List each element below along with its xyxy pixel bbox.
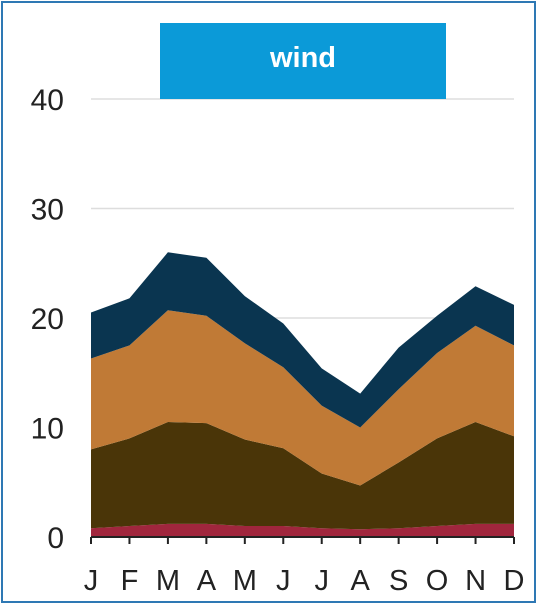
- y-tick-label: 40: [31, 84, 64, 117]
- y-tick-label: 20: [31, 303, 64, 336]
- x-tick-label: D: [504, 565, 525, 597]
- x-tick-label: S: [389, 565, 408, 597]
- title-bar: [160, 23, 446, 99]
- y-tick-label: 0: [47, 522, 64, 555]
- x-tick-label: A: [351, 565, 371, 597]
- x-tick-label: J: [84, 565, 99, 597]
- area-series-1: [91, 523, 514, 537]
- area-series-2: [91, 422, 514, 530]
- x-tick-label: M: [233, 565, 257, 597]
- x-tick-label: N: [465, 565, 486, 597]
- x-tick-label: M: [156, 565, 180, 597]
- chart-title: wind: [269, 42, 336, 74]
- x-axis: [90, 536, 515, 544]
- y-tick-labels: 0 10 20 30 40: [31, 84, 64, 555]
- y-tick-label: 30: [31, 194, 64, 227]
- x-tick-label: A: [197, 565, 217, 597]
- x-tick-label: J: [314, 565, 329, 597]
- area-series-3: [91, 310, 514, 486]
- x-tick-label: F: [121, 565, 139, 597]
- stacked-areas: [91, 252, 514, 537]
- area-series-4: [91, 252, 514, 428]
- x-tick-label: J: [276, 565, 291, 597]
- x-tick-label: O: [426, 565, 449, 597]
- y-tick-label: 10: [31, 413, 64, 446]
